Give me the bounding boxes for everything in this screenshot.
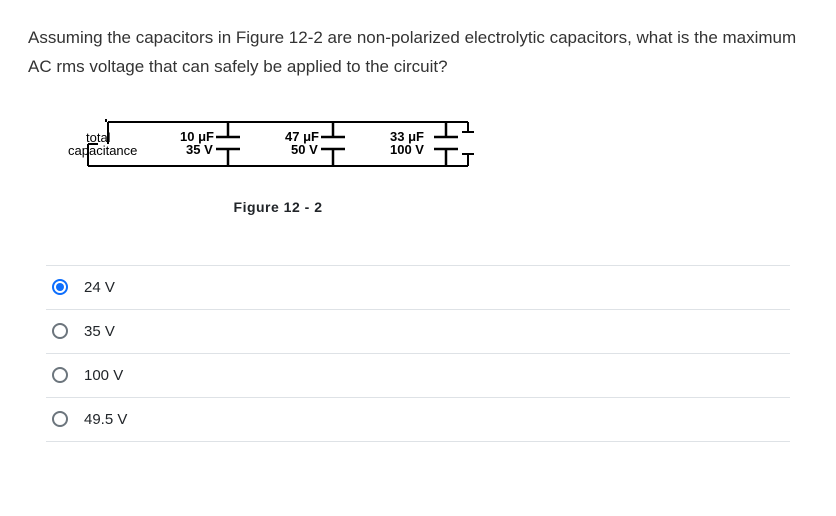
radio-icon xyxy=(52,367,68,383)
option-3[interactable]: 49.5 V xyxy=(46,398,790,442)
cap1-voltage: 35 V xyxy=(186,142,213,157)
figure-container: total capacitance 10 μF 35 V 47 μF 50 V … xyxy=(68,104,488,215)
radio-icon xyxy=(52,279,68,295)
figure-caption: Figure 12 - 2 xyxy=(68,199,488,215)
option-label: 24 V xyxy=(84,279,115,296)
option-label: 100 V xyxy=(84,367,123,384)
options-list: 24 V 35 V 100 V 49.5 V xyxy=(28,265,808,442)
option-label: 49.5 V xyxy=(84,411,127,428)
source-label-bottom: capacitance xyxy=(68,143,137,158)
option-0[interactable]: 24 V xyxy=(46,265,790,310)
radio-icon xyxy=(52,411,68,427)
option-1[interactable]: 35 V xyxy=(46,310,790,354)
option-label: 35 V xyxy=(84,323,115,340)
cap2-voltage: 50 V xyxy=(291,142,318,157)
circuit-diagram: total capacitance 10 μF 35 V 47 μF 50 V … xyxy=(68,104,488,189)
option-2[interactable]: 100 V xyxy=(46,354,790,398)
cap3-voltage: 100 V xyxy=(390,142,424,157)
radio-icon xyxy=(52,323,68,339)
question-text: Assuming the capacitors in Figure 12-2 a… xyxy=(28,24,808,82)
